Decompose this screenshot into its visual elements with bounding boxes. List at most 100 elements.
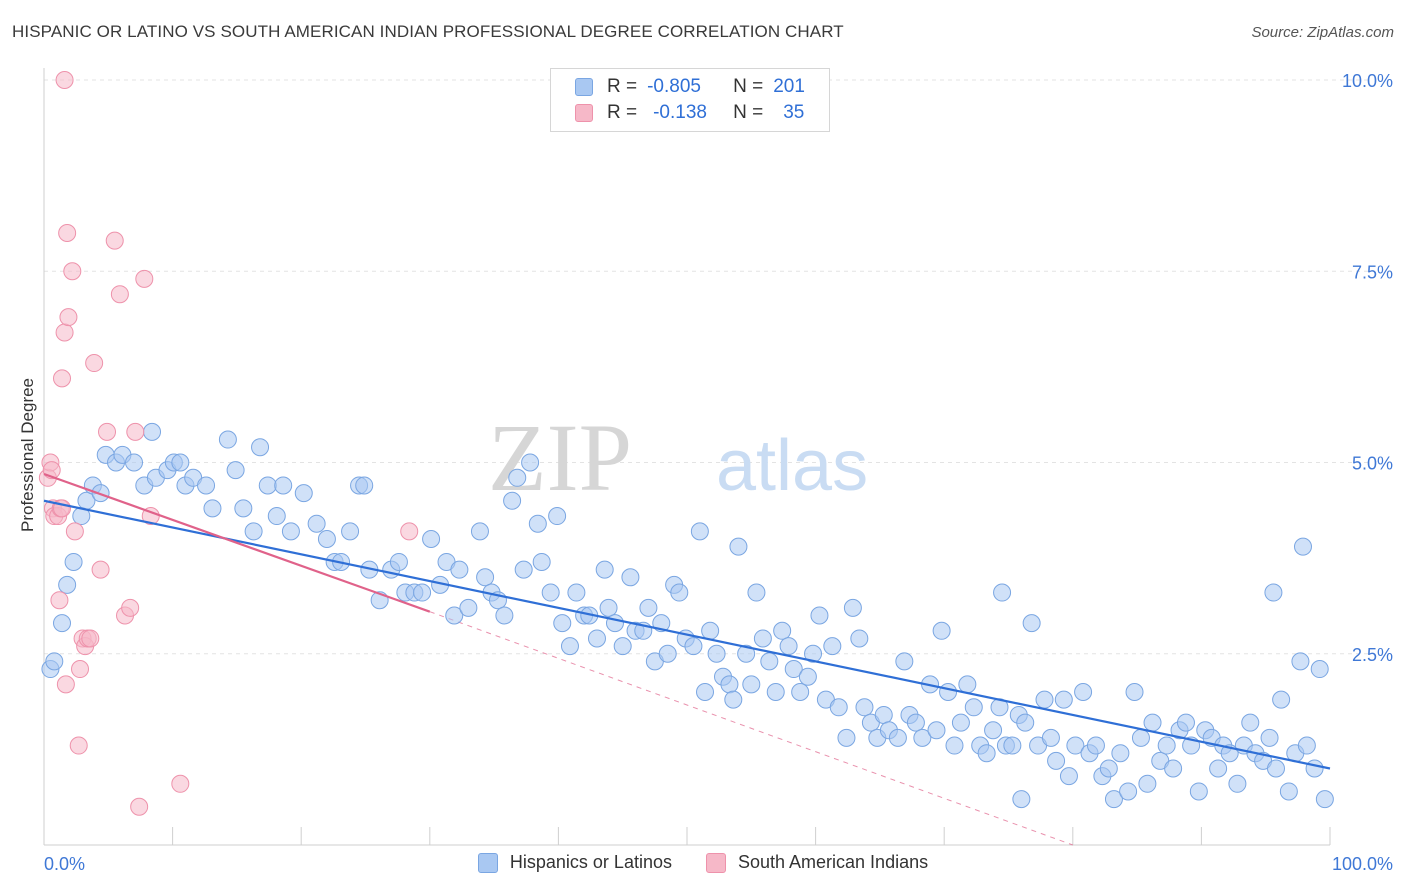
hispanic-point	[1189, 782, 1208, 801]
hispanic-point	[724, 690, 743, 709]
hispanic-point	[143, 422, 162, 441]
y-tick-label: 5.0%	[1352, 454, 1393, 474]
hispanic-point	[658, 644, 677, 663]
hispanic-point	[791, 683, 810, 701]
legend-r-value: -0.805	[647, 76, 701, 97]
hispanic-point	[810, 606, 829, 625]
hispanic-point	[226, 461, 245, 480]
hispanic-point	[1315, 790, 1334, 809]
hispanic-point	[837, 728, 856, 747]
hispanic-point	[514, 560, 533, 579]
hispanic-point	[951, 713, 970, 732]
hispanic-trend-line	[43, 499, 1331, 770]
hispanic-point	[1119, 782, 1138, 801]
south-american-indian-point	[400, 522, 419, 541]
hispanic-point	[1012, 790, 1031, 809]
hispanic-point	[459, 598, 478, 617]
south-american-indian-point	[85, 354, 104, 373]
series-swatch-south-american-indian	[705, 852, 726, 873]
hispanic-point	[605, 614, 624, 633]
south-american-indian-point	[135, 269, 154, 288]
hispanic-point	[747, 583, 766, 602]
hispanic-point	[1104, 790, 1123, 809]
hispanic-point	[779, 637, 798, 656]
hispanic-point	[1272, 690, 1291, 709]
y-tick-label: 7.5%	[1352, 262, 1393, 282]
hispanic-point	[684, 637, 703, 656]
hispanic-point	[1086, 736, 1105, 755]
hispanic-point	[1293, 537, 1312, 556]
hispanic-point	[1209, 759, 1228, 778]
hispanic-point	[613, 637, 632, 656]
hispanic-point	[476, 568, 495, 587]
hispanic-point	[1074, 683, 1093, 701]
y-tick-label: 10.0%	[1342, 71, 1393, 91]
hispanic-point	[927, 721, 946, 740]
hispanic-point	[532, 552, 551, 571]
hispanic-point	[251, 438, 270, 457]
hispanic-point	[964, 698, 983, 717]
hispanic-point	[850, 629, 869, 648]
hispanic-point	[639, 598, 658, 617]
series-legend-label: Hispanics or Latinos	[509, 852, 672, 872]
trend-extension	[429, 611, 1073, 846]
hispanic-point	[560, 637, 579, 656]
hispanic-point	[341, 522, 360, 541]
hispanic-point	[906, 713, 925, 732]
hispanic-point	[521, 453, 540, 472]
hispanic-point	[258, 476, 277, 495]
hispanic-point	[720, 675, 739, 694]
data-points	[38, 71, 1334, 816]
hispanic-point	[171, 453, 190, 472]
hispanic-point	[503, 491, 522, 510]
hispanic-point	[595, 560, 614, 579]
hispanic-point	[422, 530, 441, 548]
hispanic-point	[234, 499, 253, 518]
trend-lines	[43, 472, 1331, 770]
hispanic-point	[307, 514, 326, 533]
hispanic-point	[413, 583, 432, 602]
hispanic-point	[64, 552, 83, 571]
hispanic-point	[1054, 690, 1073, 709]
south-american-indian-point	[71, 660, 90, 679]
y-axis-label: Professional Degree	[18, 378, 37, 532]
hispanic-point	[1041, 728, 1060, 747]
legend-r-label: R =	[607, 102, 638, 123]
hispanic-point	[1111, 744, 1130, 763]
hispanic-point	[1264, 583, 1283, 602]
hispanic-point	[470, 522, 489, 541]
south-american-indian-point	[50, 591, 69, 610]
hispanic-point	[696, 683, 715, 701]
legend-swatch-south-american-indian	[575, 104, 593, 122]
south-american-indian-point	[110, 285, 129, 304]
legend-n-value: 35	[783, 102, 805, 123]
south-american-indian-point	[126, 422, 145, 441]
hispanic-point	[874, 705, 893, 724]
south-american-indian-point	[69, 736, 88, 755]
hispanic-point	[1047, 751, 1066, 770]
hispanic-point	[53, 614, 72, 633]
legend-swatch-hispanic	[575, 78, 593, 96]
hispanic-point	[753, 629, 772, 648]
south-american-indian-point	[121, 598, 140, 617]
hispanic-point	[1266, 759, 1285, 778]
source-label: Source: ZipAtlas.com	[1251, 24, 1394, 41]
watermark: ZIP atlas	[488, 404, 868, 511]
legend-r-label: R =	[607, 76, 638, 97]
south-american-indian-point	[59, 308, 78, 327]
hispanic-point	[804, 644, 823, 663]
south-american-indian-point	[91, 560, 110, 579]
x-tick-label: 100.0%	[1332, 854, 1393, 874]
legend-r-value: -0.138	[653, 102, 707, 123]
south-american-indian-point	[55, 71, 74, 89]
south-american-indian-point	[98, 422, 117, 441]
hispanic-point	[729, 537, 748, 556]
hispanic-point	[508, 468, 527, 487]
hispanic-point	[267, 507, 286, 526]
hispanic-point	[125, 453, 144, 472]
south-american-indian-point	[105, 231, 124, 250]
hispanic-point	[737, 644, 756, 663]
hispanic-point	[843, 598, 862, 617]
hispanic-point	[1016, 713, 1035, 732]
